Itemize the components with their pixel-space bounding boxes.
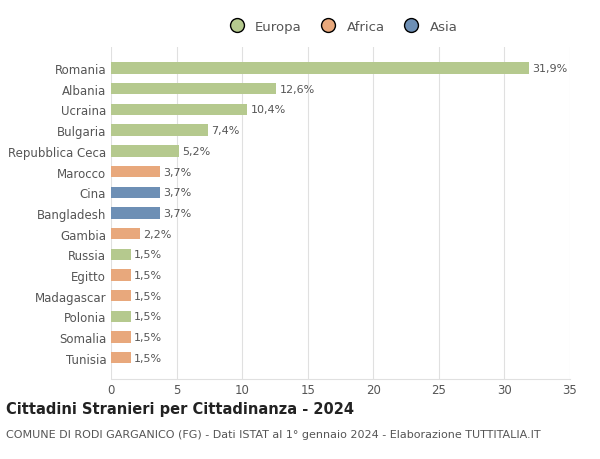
Text: 3,7%: 3,7% [163, 208, 191, 218]
Bar [111, 291, 131, 302]
Text: 1,5%: 1,5% [134, 312, 162, 322]
Bar [111, 63, 529, 74]
Text: 2,2%: 2,2% [143, 229, 172, 239]
Text: 3,7%: 3,7% [163, 167, 191, 177]
Bar [111, 105, 247, 116]
Text: 1,5%: 1,5% [134, 353, 162, 363]
Bar [111, 146, 179, 157]
Legend: Europa, Africa, Asia: Europa, Africa, Asia [220, 17, 461, 38]
Bar [111, 125, 208, 136]
Text: Cittadini Stranieri per Cittadinanza - 2024: Cittadini Stranieri per Cittadinanza - 2… [6, 402, 354, 417]
Text: COMUNE DI RODI GARGANICO (FG) - Dati ISTAT al 1° gennaio 2024 - Elaborazione TUT: COMUNE DI RODI GARGANICO (FG) - Dati IST… [6, 429, 541, 439]
Bar [111, 332, 131, 343]
Text: 3,7%: 3,7% [163, 188, 191, 198]
Text: 31,9%: 31,9% [533, 64, 568, 74]
Bar [111, 84, 276, 95]
Bar [111, 208, 160, 219]
Bar [111, 229, 140, 240]
Text: 1,5%: 1,5% [134, 291, 162, 301]
Text: 1,5%: 1,5% [134, 332, 162, 342]
Text: 1,5%: 1,5% [134, 270, 162, 280]
Bar [111, 270, 131, 281]
Text: 12,6%: 12,6% [280, 84, 315, 95]
Bar [111, 187, 160, 198]
Bar [111, 167, 160, 178]
Text: 1,5%: 1,5% [134, 250, 162, 260]
Bar [111, 311, 131, 322]
Bar [111, 249, 131, 260]
Bar [111, 353, 131, 364]
Text: 7,4%: 7,4% [211, 126, 239, 136]
Text: 10,4%: 10,4% [251, 105, 286, 115]
Text: 5,2%: 5,2% [182, 146, 211, 157]
